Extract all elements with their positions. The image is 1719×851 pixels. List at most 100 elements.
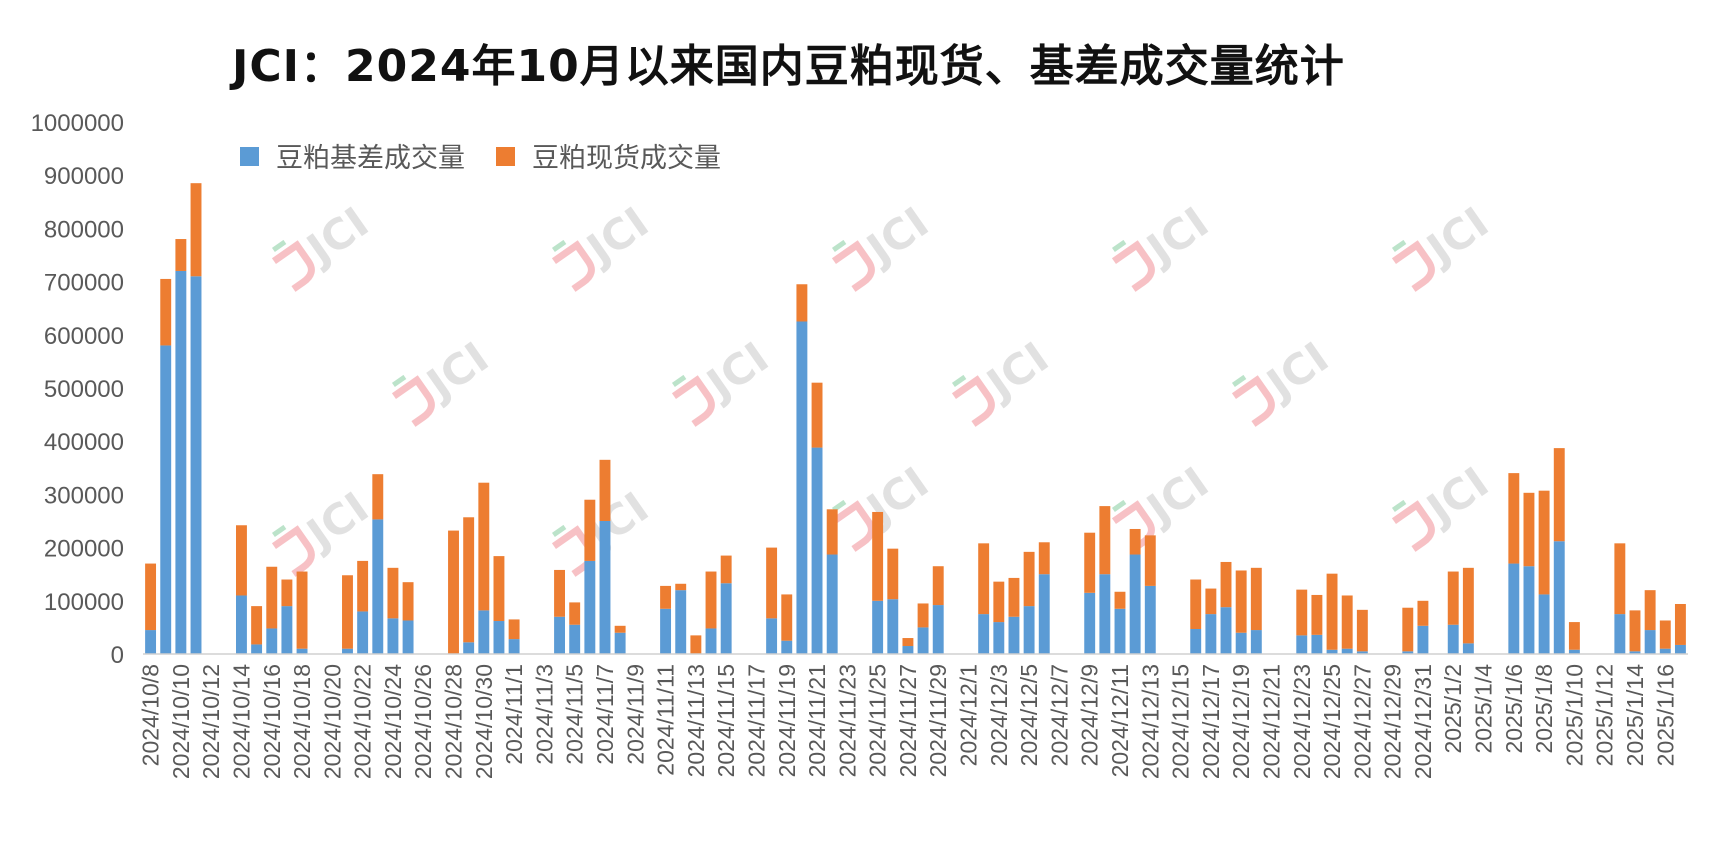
bar-spot-volume [781,594,793,641]
bar-spot-volume [993,581,1005,623]
x-tick-label: 2024/12/25 [1319,664,1345,779]
bar-basis-volume [1220,607,1232,654]
bar-spot-volume [387,567,399,619]
y-tick-label: 100000 [44,589,124,616]
bar-basis-volume [1508,563,1520,654]
bar-basis-volume [978,614,990,654]
watermark-mark-green [1111,499,1127,512]
legend-label-basis: 豆粕基差成交量 [276,143,465,174]
bar-spot-volume [1296,589,1308,636]
watermark-mark-green [551,524,567,537]
bar-basis-volume [1250,630,1262,654]
x-tick-label: 2025/1/14 [1622,664,1648,767]
bar-spot-volume [1311,594,1323,635]
bar-basis-volume [1038,574,1050,654]
jci-watermark-logo: JCI [951,333,1057,427]
bar-spot-volume [1629,610,1641,652]
bar-basis-volume [387,618,399,654]
x-tick-label: 2025/1/12 [1592,664,1618,766]
jci-watermark-logo: JCI [391,333,497,427]
bar-basis-volume [811,447,823,654]
bar-spot-volume [1190,579,1202,629]
bar-basis-volume [281,606,293,654]
bar-spot-volume [1326,573,1338,650]
bar-basis-volume [1129,554,1141,654]
x-tick-label: 2024/12/9 [1077,664,1103,766]
watermark-mark-red [1391,500,1435,552]
bar-spot-volume [1462,567,1474,644]
bar-spot-volume [296,571,308,649]
bar-spot-volume [720,555,732,584]
bar-spot-volume [660,585,672,609]
x-tick-label: 2024/10/22 [350,664,376,779]
bar-spot-volume [872,511,884,601]
x-tick-label: 2024/11/23 [834,664,860,777]
bar-basis-volume [508,639,520,654]
x-tick-label: 2024/12/3 [986,664,1012,766]
bar-spot-volume [357,560,369,612]
x-tick-label: 2024/10/14 [228,664,254,779]
bar-basis-volume [296,648,308,654]
bar-basis-volume [1614,614,1626,654]
x-tick-label: 2024/10/16 [259,664,285,779]
x-tick-label: 2024/10/30 [471,664,497,779]
bar-basis-volume [1356,651,1368,654]
watermark-mark-green [671,374,687,387]
watermark-mark-green [271,239,287,252]
bar-spot-volume [1356,609,1368,652]
bar-spot-volume [1114,591,1126,609]
watermark-mark-green [1391,239,1407,252]
bar-spot-volume [190,183,202,277]
bar-spot-volume [917,603,929,628]
x-tick-label: 2024/10/26 [410,664,436,779]
bar-basis-volume [1008,616,1020,654]
x-tick-label: 2024/11/3 [531,664,557,765]
bar-basis-volume [1190,629,1202,654]
jci-watermark-logo: JCI [1391,458,1497,552]
bar-spot-volume [1538,490,1550,595]
bar-basis-volume [1326,649,1338,654]
x-tick-label: 2024/12/21 [1258,664,1284,779]
legend: 豆粕基差成交量 豆粕现货成交量 [240,143,721,174]
bar-basis-volume [1674,644,1686,654]
y-axis-ticks: 0 100000 200000 300000 400000 500000 600000 700… [31,110,124,669]
bar-spot-volume [160,278,172,346]
x-tick-label: 2024/11/19 [774,664,800,777]
bar-spot-volume [978,543,990,615]
bar-basis-volume [826,554,838,654]
bar-basis-volume [584,560,596,654]
bar-spot-volume [554,569,565,617]
bar-spot-volume [1144,535,1156,586]
x-tick-label: 2025/1/16 [1652,664,1678,766]
bar-basis-volume [1523,566,1535,654]
y-tick-label: 0 [111,642,124,669]
bar-basis-volume [705,628,717,654]
bar-basis-volume [796,321,808,654]
bar-basis-volume [493,621,505,654]
bar-basis-volume [1235,632,1247,654]
x-tick-label: 2025/1/10 [1561,664,1587,766]
bar-spot-volume [145,563,157,631]
bar-spot-volume [1235,570,1247,633]
bar-spot-volume [342,575,353,649]
bar-spot-volume [1023,551,1035,607]
x-tick-label: 2024/12/7 [1046,664,1072,766]
bar-spot-volume [584,499,596,561]
watermark-mark-green [951,374,967,387]
bar-spot-volume [1099,506,1111,575]
bar-basis-volume [1553,541,1565,654]
bar-basis-volume [1114,608,1126,654]
x-tick-label: 2024/11/21 [804,664,830,777]
bar-spot-volume [1447,571,1459,625]
y-tick-label: 700000 [44,270,124,297]
jci-watermark-logo: JCI [1391,198,1497,292]
x-tick-label: 2024/10/24 [380,664,406,779]
bar-basis-volume [357,611,369,654]
bar-spot-volume [1008,577,1020,617]
x-tick-label: 2024/12/19 [1228,664,1254,779]
watermark-mark-green [1111,239,1127,252]
bar-basis-volume [1538,594,1550,654]
bar-basis-volume [251,644,263,654]
bar-basis-volume [660,608,672,654]
x-tick-label: 2025/1/6 [1501,664,1527,754]
